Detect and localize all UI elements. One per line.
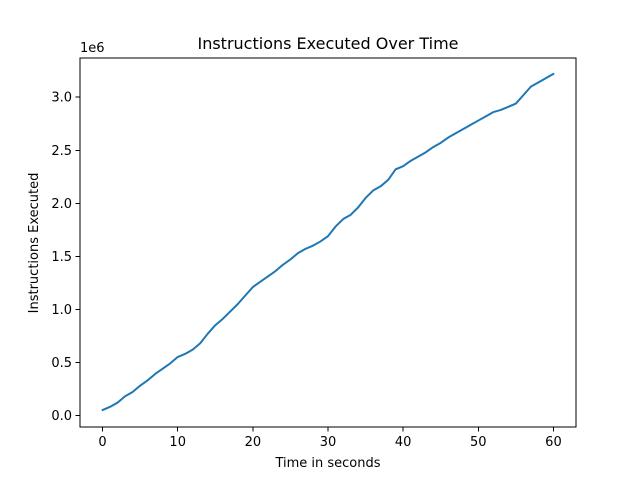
x-tick-label: 50: [470, 435, 487, 450]
y-tick-label: 1.0: [51, 303, 72, 318]
x-tick-label: 10: [169, 435, 186, 450]
plot-area: [101, 72, 555, 412]
y-tick-label: 0.0: [51, 409, 72, 424]
axes-frame: [79, 57, 577, 428]
y-axis-offset-label: 1e6: [80, 41, 105, 56]
chart-title: Instructions Executed Over Time: [197, 34, 458, 53]
y-tick-label: 1.5: [51, 250, 72, 265]
axes: 0 10 20 30 40 50 60 0.0 0.5 1.0 1.5 2.0 2.5 3.0: [51, 57, 577, 450]
x-tick-label: 0: [98, 435, 106, 450]
x-axis-label: Time in seconds: [274, 456, 380, 471]
data-line-series-0: [101, 72, 555, 412]
y-tick-label: 0.5: [51, 356, 72, 371]
x-tick-label: 60: [545, 435, 562, 450]
y-tick-label: 2.0: [51, 197, 72, 212]
x-tick-label: 40: [395, 435, 412, 450]
x-tick-label: 20: [245, 435, 262, 450]
y-tick-label: 3.0: [51, 91, 72, 106]
x-tick-label: 30: [320, 435, 337, 450]
y-axis-label: Instructions Executed: [27, 173, 42, 314]
y-tick-label: 2.5: [51, 144, 72, 159]
